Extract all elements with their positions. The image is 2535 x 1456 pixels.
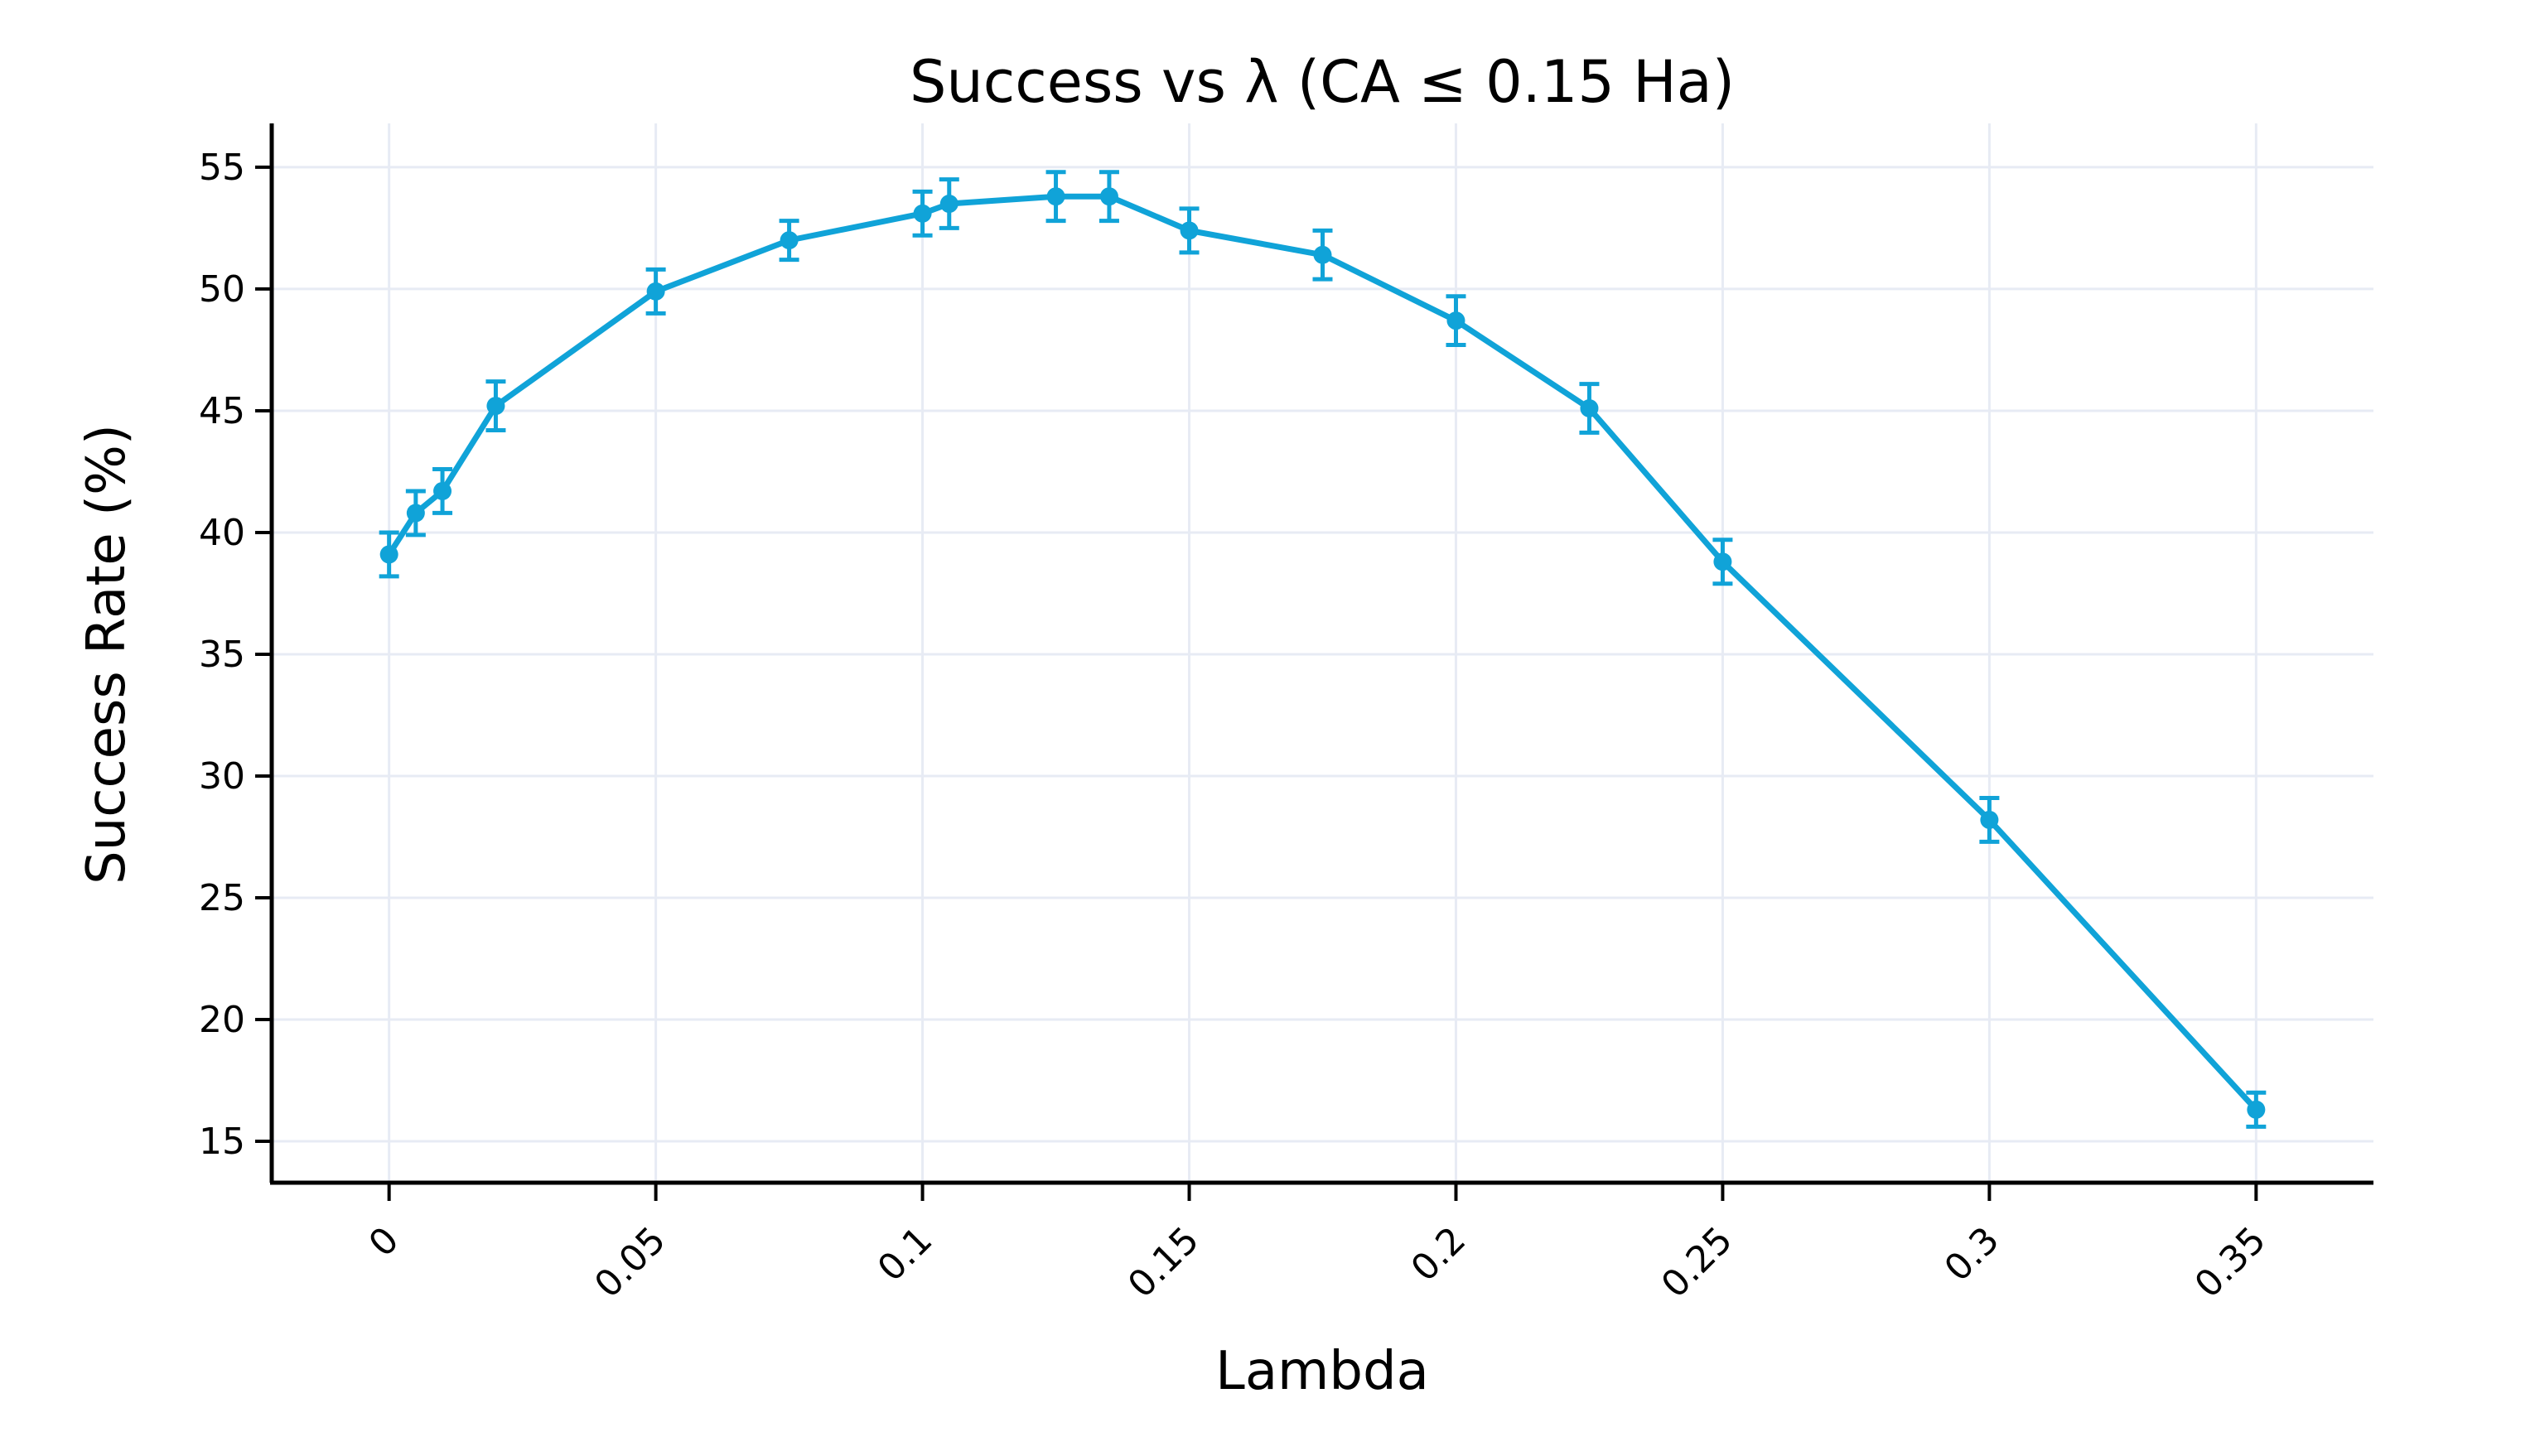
x-tick-label: 0.3 (1937, 1219, 2008, 1290)
data-point (1980, 810, 1999, 829)
data-point (1046, 187, 1065, 206)
y-tick-label: 55 (199, 147, 245, 189)
data-point (406, 504, 425, 523)
x-axis-title: Lambda (1215, 1341, 1429, 1402)
x-tick-label: 0 (361, 1219, 408, 1266)
error-bars (379, 170, 2267, 1129)
y-tick-label: 30 (199, 755, 245, 798)
y-tick-label: 25 (199, 877, 245, 919)
data-point (1180, 221, 1199, 240)
data-markers (379, 187, 2266, 1119)
y-tick-label: 35 (199, 634, 245, 676)
data-point (1713, 552, 1732, 571)
x-tick-label: 0.15 (1120, 1219, 1207, 1306)
data-point (486, 397, 505, 416)
chart-title: Success vs λ (CA ≤ 0.15 Ha) (910, 48, 1735, 116)
data-point (780, 231, 799, 250)
x-tick-label: 0.05 (587, 1219, 674, 1306)
data-point (646, 282, 665, 301)
data-point (1099, 187, 1118, 206)
data-point (433, 481, 452, 500)
x-tick-label: 0.25 (1654, 1219, 1741, 1306)
y-tick-label: 45 (199, 390, 245, 432)
y-tick-label: 15 (199, 1121, 245, 1163)
data-point (1580, 399, 1599, 418)
x-tick-label: 0.35 (2187, 1219, 2274, 1306)
data-point (939, 195, 958, 214)
data-point (913, 204, 932, 223)
data-point (1446, 311, 1465, 330)
axis-ticks (255, 165, 2258, 1201)
y-tick-label: 50 (199, 268, 245, 311)
x-tick-label: 0.2 (1403, 1219, 1475, 1290)
x-tick-labels: 0 0.05 0.1 0.15 0.2 0.25 0.3 0.35 (361, 1219, 2275, 1306)
data-point (2247, 1100, 2266, 1119)
data-point (1313, 245, 1332, 264)
gridlines (272, 123, 2373, 1183)
x-tick-label: 0.1 (870, 1219, 941, 1290)
y-tick-labels: 15 20 25 30 35 40 45 50 55 (199, 147, 245, 1163)
y-tick-label: 20 (199, 999, 245, 1041)
y-axis-title: Success Rate (%) (76, 424, 138, 885)
data-point (379, 545, 398, 564)
y-tick-label: 40 (199, 512, 245, 554)
